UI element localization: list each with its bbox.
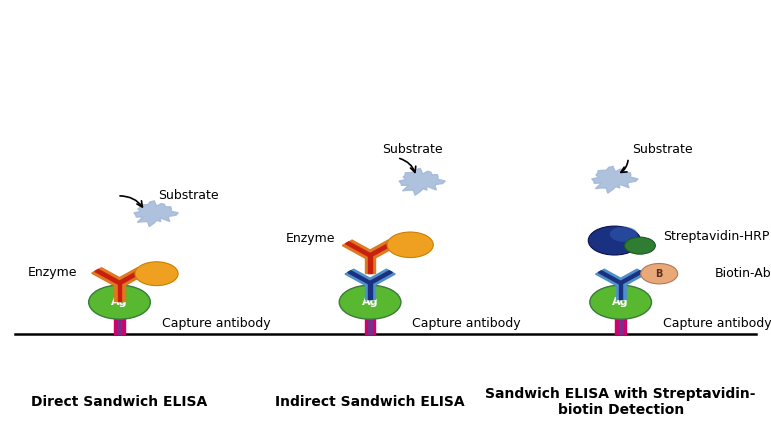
Polygon shape: [616, 299, 648, 317]
Polygon shape: [95, 301, 121, 315]
Polygon shape: [615, 314, 626, 334]
Text: Substrate: Substrate: [382, 143, 443, 156]
Polygon shape: [118, 314, 121, 334]
Polygon shape: [345, 242, 372, 256]
Text: Biotin-Ab: Biotin-Ab: [715, 267, 771, 280]
Text: Enzyme: Enzyme: [28, 266, 77, 279]
Polygon shape: [342, 240, 375, 258]
Polygon shape: [115, 268, 147, 286]
Polygon shape: [399, 168, 446, 195]
Text: Substrate: Substrate: [632, 143, 693, 156]
Polygon shape: [593, 299, 625, 317]
Text: Sandwich ELISA with Streptavidin-
biotin Detection: Sandwich ELISA with Streptavidin- biotin…: [486, 386, 756, 417]
Polygon shape: [616, 269, 646, 286]
Circle shape: [590, 285, 651, 319]
Text: Ag: Ag: [612, 297, 629, 307]
Text: Indirect Sandwich ELISA: Indirect Sandwich ELISA: [275, 395, 465, 408]
Polygon shape: [345, 301, 372, 315]
Text: Ag: Ag: [362, 297, 379, 307]
Polygon shape: [595, 269, 625, 286]
Polygon shape: [619, 271, 643, 284]
Polygon shape: [95, 269, 121, 284]
Polygon shape: [619, 283, 622, 299]
Text: Capture antibody: Capture antibody: [162, 317, 271, 329]
Polygon shape: [348, 271, 372, 284]
Polygon shape: [365, 240, 398, 258]
Polygon shape: [365, 269, 396, 286]
Polygon shape: [118, 301, 144, 315]
Circle shape: [625, 237, 655, 254]
Circle shape: [339, 285, 401, 319]
Text: Ag: Ag: [111, 297, 128, 307]
Polygon shape: [369, 271, 392, 284]
Polygon shape: [369, 242, 395, 256]
Circle shape: [641, 264, 678, 284]
Polygon shape: [619, 314, 622, 334]
Polygon shape: [598, 271, 622, 284]
Polygon shape: [369, 314, 372, 334]
Polygon shape: [619, 301, 645, 315]
Circle shape: [387, 232, 433, 258]
Text: B: B: [655, 269, 663, 279]
Polygon shape: [369, 255, 372, 273]
Polygon shape: [365, 299, 398, 317]
Text: Capture antibody: Capture antibody: [412, 317, 521, 329]
Polygon shape: [596, 301, 622, 315]
Polygon shape: [115, 299, 147, 317]
Polygon shape: [345, 269, 375, 286]
Polygon shape: [342, 299, 375, 317]
Text: Capture antibody: Capture antibody: [663, 317, 771, 329]
Polygon shape: [114, 283, 125, 301]
Polygon shape: [592, 166, 638, 193]
Polygon shape: [134, 201, 178, 227]
Polygon shape: [118, 283, 121, 301]
Polygon shape: [369, 301, 395, 315]
Text: Enzyme: Enzyme: [286, 232, 335, 245]
Circle shape: [610, 227, 638, 242]
Polygon shape: [369, 283, 372, 299]
Polygon shape: [616, 283, 626, 299]
Text: Direct Sandwich ELISA: Direct Sandwich ELISA: [32, 395, 207, 408]
Polygon shape: [365, 255, 375, 273]
Text: Substrate: Substrate: [158, 190, 219, 202]
Circle shape: [135, 262, 178, 286]
Polygon shape: [365, 283, 375, 299]
Polygon shape: [114, 314, 125, 334]
Polygon shape: [118, 269, 144, 284]
Polygon shape: [365, 314, 375, 334]
Polygon shape: [92, 268, 124, 286]
Circle shape: [89, 285, 150, 319]
Text: Streptavidin-HRP: Streptavidin-HRP: [663, 230, 769, 243]
Circle shape: [588, 226, 641, 255]
Polygon shape: [92, 299, 124, 317]
